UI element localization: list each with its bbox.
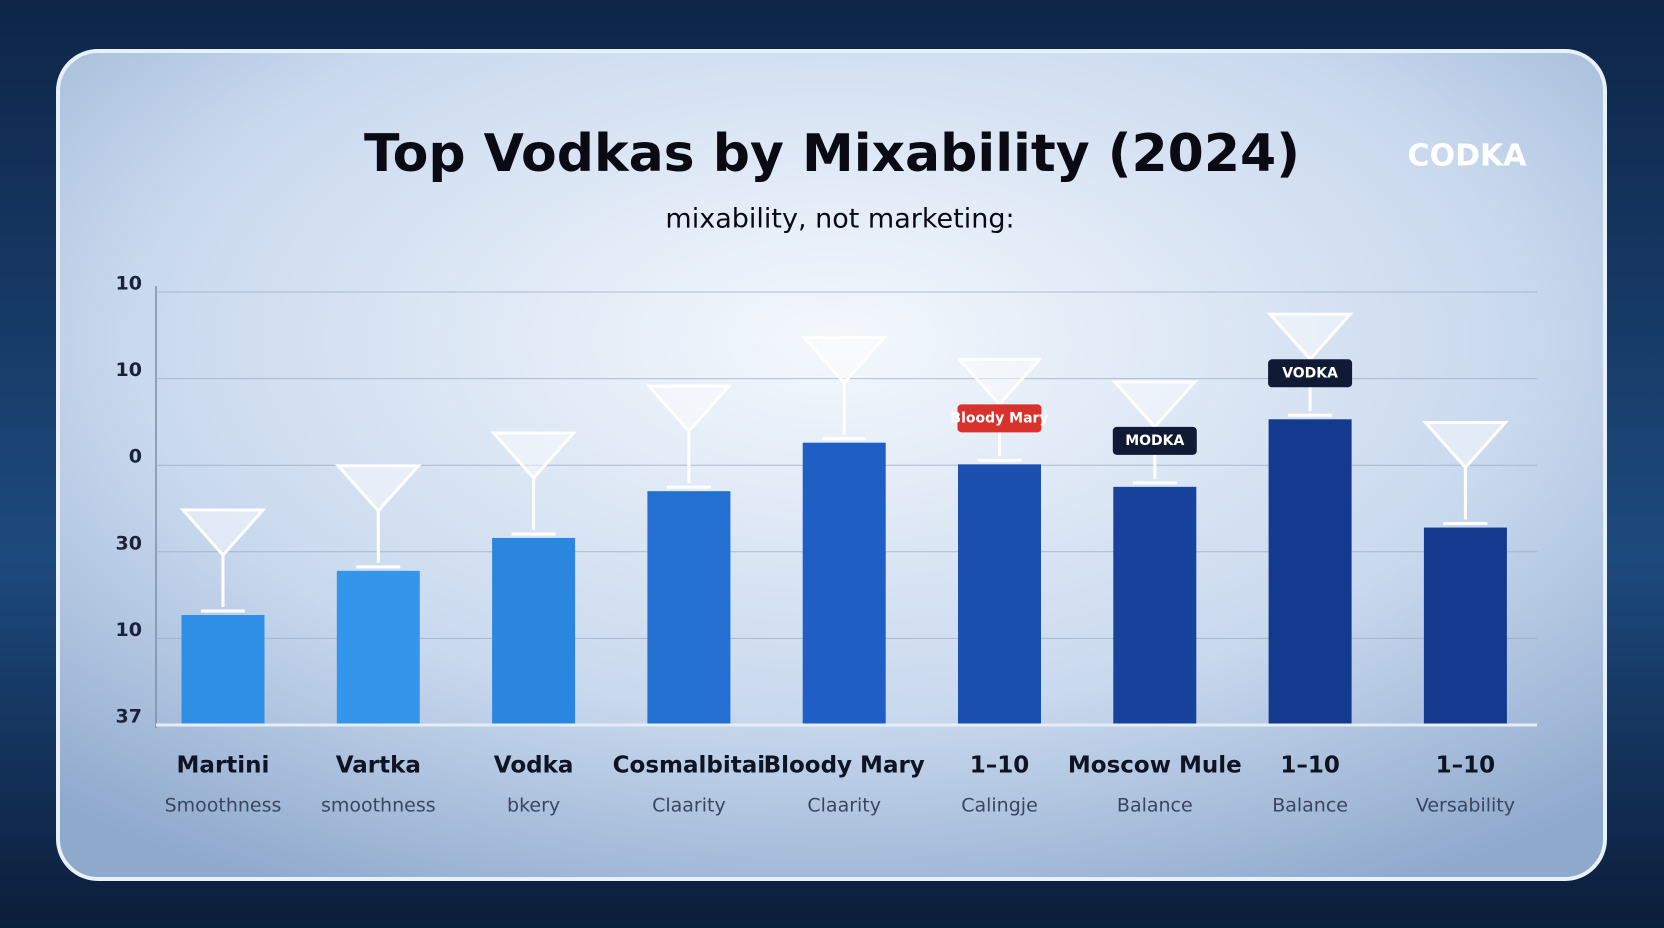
y-tick-label: 37 [116, 706, 142, 728]
bar [336, 570, 420, 725]
chart-subtitle: mixability, not marketing: [665, 204, 1014, 235]
bar [181, 615, 265, 725]
y-tick-label: 30 [116, 532, 142, 554]
product-label: Bloody Mary [950, 410, 1048, 426]
y-tick-label: 10 [116, 359, 142, 381]
y-tick-label: 10 [116, 273, 142, 295]
x-sublabel: Claarity [807, 795, 881, 817]
glass-icon [645, 384, 733, 489]
bar [958, 464, 1041, 725]
y-tick-label: 0 [129, 446, 142, 468]
glass-icon [800, 336, 888, 441]
glass-icon [334, 464, 422, 569]
glass-icon [179, 508, 267, 613]
x-tick-label: Vodka [494, 753, 574, 779]
x-sublabel: Smoothness [165, 795, 282, 817]
bar [1113, 486, 1197, 725]
x-tick-label: Vartka [336, 753, 421, 779]
logo: CODKA [1408, 139, 1528, 174]
product-badge [1112, 426, 1197, 455]
product-badge [957, 404, 1042, 433]
bar [802, 442, 886, 725]
x-sublabel: smoothness [321, 795, 436, 817]
x-tick-label: 1–10 [970, 753, 1030, 779]
product-badge [1268, 359, 1353, 388]
bar [492, 537, 576, 725]
x-sublabel: Balance [1272, 795, 1348, 817]
product-label: VODKA [1282, 365, 1338, 381]
y-tick-label: 10 [116, 619, 142, 641]
x-tick-label: Moscow Mule [1068, 753, 1242, 779]
bar [647, 491, 731, 725]
bar [1423, 527, 1507, 725]
x-sublabel: Claarity [652, 795, 726, 817]
bar [1268, 419, 1352, 725]
x-tick-label: 1–10 [1280, 753, 1340, 779]
x-sublabel: Versability [1416, 795, 1515, 817]
glass-icon [1422, 421, 1509, 526]
x-sublabel: bkery [507, 795, 560, 817]
x-tick-label: Martini [177, 753, 270, 779]
glass-icon [490, 431, 577, 536]
x-tick-label: Bloody Mary [764, 753, 925, 779]
x-tick-label: Cosmalbitai [613, 753, 766, 779]
product-label: MODKA [1125, 433, 1184, 449]
chart-title: Top Vodkas by Mixability (2024) [364, 124, 1300, 184]
x-sublabel: Balance [1117, 795, 1193, 817]
x-sublabel: Calingje [961, 795, 1038, 817]
x-tick-label: 1–10 [1436, 753, 1496, 779]
